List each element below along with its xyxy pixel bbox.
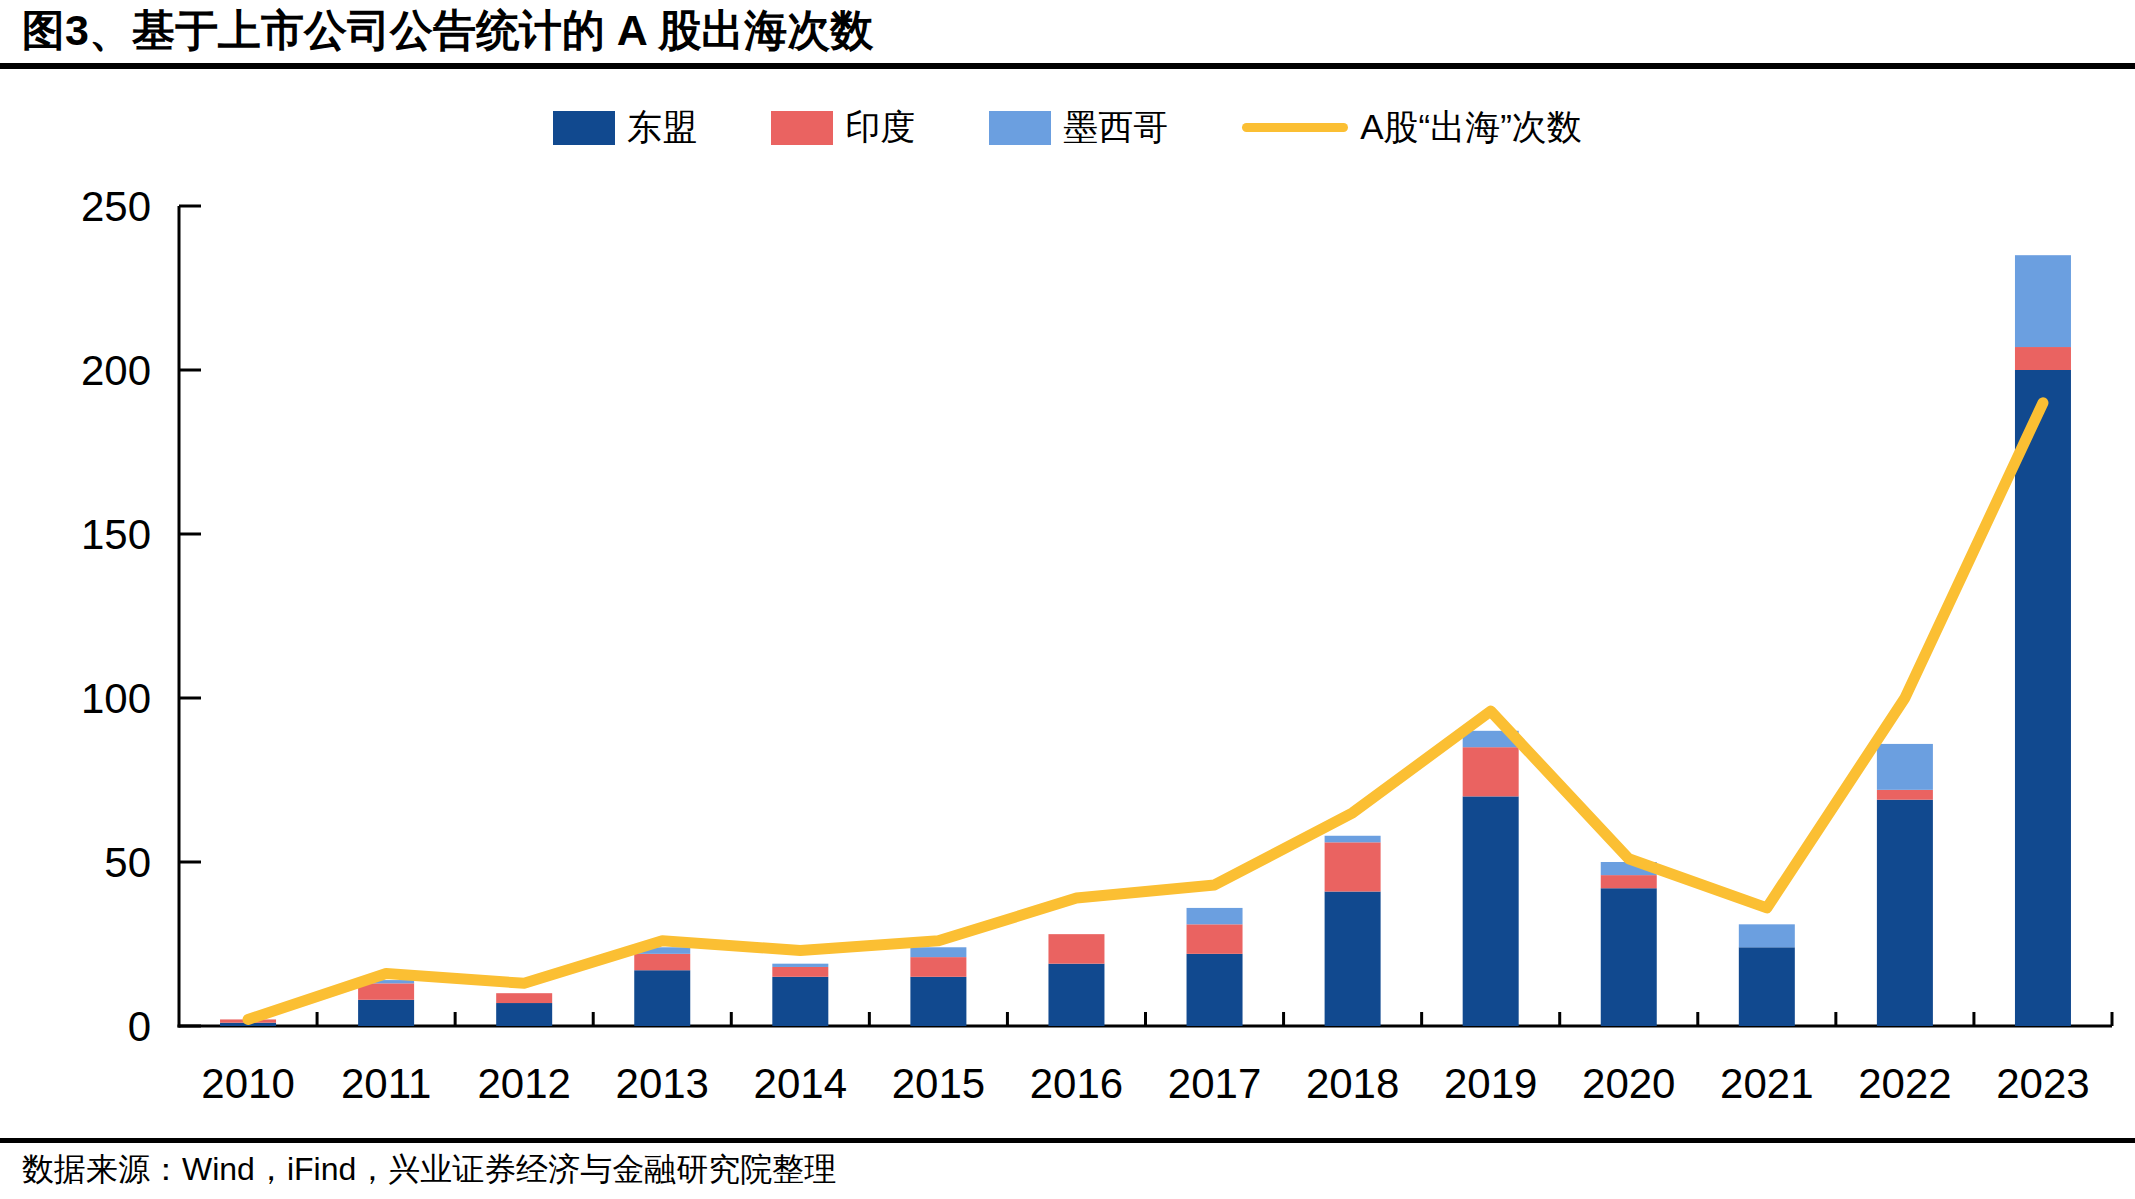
chart-canvas: 0 50 100 150 200 250 2010 2011 2012 2013 2014 2015 2… [0, 0, 2135, 1199]
bar-segment-asean-2012 [496, 1003, 552, 1026]
bar-segment-india-2020 [1601, 875, 1657, 888]
bar-segment-india-2014 [772, 967, 828, 977]
x-tick-label-2023: 2023 [1996, 1060, 2089, 1107]
bar-segment-asean-2022 [1877, 800, 1933, 1026]
bar-segment-mexico-2017 [1187, 908, 1243, 924]
y-tick-label: 50 [104, 839, 151, 886]
bar-segment-india-2016 [1048, 934, 1104, 964]
x-tick-label-2013: 2013 [616, 1060, 709, 1107]
bar-segment-india-2023 [2015, 347, 2071, 370]
y-tick-label: 100 [81, 675, 151, 722]
bar-segment-asean-2014 [772, 977, 828, 1026]
bar-segment-india-2012 [496, 993, 552, 1003]
x-tick-label-2020: 2020 [1582, 1060, 1675, 1107]
bar-segment-asean-2019 [1463, 796, 1519, 1026]
bar-segment-india-2015 [910, 957, 966, 977]
bar-segment-india-2017 [1187, 924, 1243, 954]
y-tick-label: 0 [128, 1003, 151, 1050]
x-tick-label-2012: 2012 [477, 1060, 570, 1107]
x-tick-label-2017: 2017 [1168, 1060, 1261, 1107]
y-tick-label: 150 [81, 511, 151, 558]
x-tick-label-2019: 2019 [1444, 1060, 1537, 1107]
bar-segment-asean-2023 [2015, 370, 2071, 1026]
bar-segment-mexico-2014 [772, 964, 828, 967]
bar-segment-asean-2015 [910, 977, 966, 1026]
bar-segment-asean-2017 [1187, 954, 1243, 1026]
bar-segment-mexico-2023 [2015, 255, 2071, 347]
bar-segment-india-2019 [1463, 747, 1519, 796]
y-tick-label: 200 [81, 347, 151, 394]
bar-segment-asean-2021 [1739, 947, 1795, 1026]
y-tick-label: 250 [81, 183, 151, 230]
x-tick-label-2016: 2016 [1030, 1060, 1123, 1107]
bar-segment-mexico-2021 [1739, 924, 1795, 947]
bar-segment-asean-2018 [1325, 892, 1381, 1026]
bar-segment-india-2018 [1325, 842, 1381, 891]
x-tick-label-2021: 2021 [1720, 1060, 1813, 1107]
bar-segment-asean-2011 [358, 1000, 414, 1026]
bar-segment-mexico-2018 [1325, 836, 1381, 843]
bar-segment-asean-2020 [1601, 888, 1657, 1026]
x-tick-label-2015: 2015 [892, 1060, 985, 1107]
x-tick-label-2018: 2018 [1306, 1060, 1399, 1107]
data-source-note: 数据来源：Wind，iFind，兴业证券经济与金融研究院整理 [22, 1148, 836, 1192]
bar-segment-asean-2013 [634, 970, 690, 1026]
bar-segment-mexico-2022 [1877, 744, 1933, 790]
bar-segment-india-2013 [634, 954, 690, 970]
x-tick-label-2010: 2010 [201, 1060, 294, 1107]
x-tick-label-2014: 2014 [754, 1060, 847, 1107]
x-tick-label-2022: 2022 [1858, 1060, 1951, 1107]
x-tick-label-2011: 2011 [341, 1060, 431, 1107]
footer-divider [0, 1138, 2135, 1143]
figure-page: 图3、基于上市公司公告统计的 A 股出海次数 东盟印度墨西哥A股“出海”次数 0… [0, 0, 2135, 1199]
bar-segment-asean-2016 [1048, 964, 1104, 1026]
bar-segment-india-2022 [1877, 790, 1933, 800]
bar-segment-mexico-2015 [910, 947, 966, 957]
